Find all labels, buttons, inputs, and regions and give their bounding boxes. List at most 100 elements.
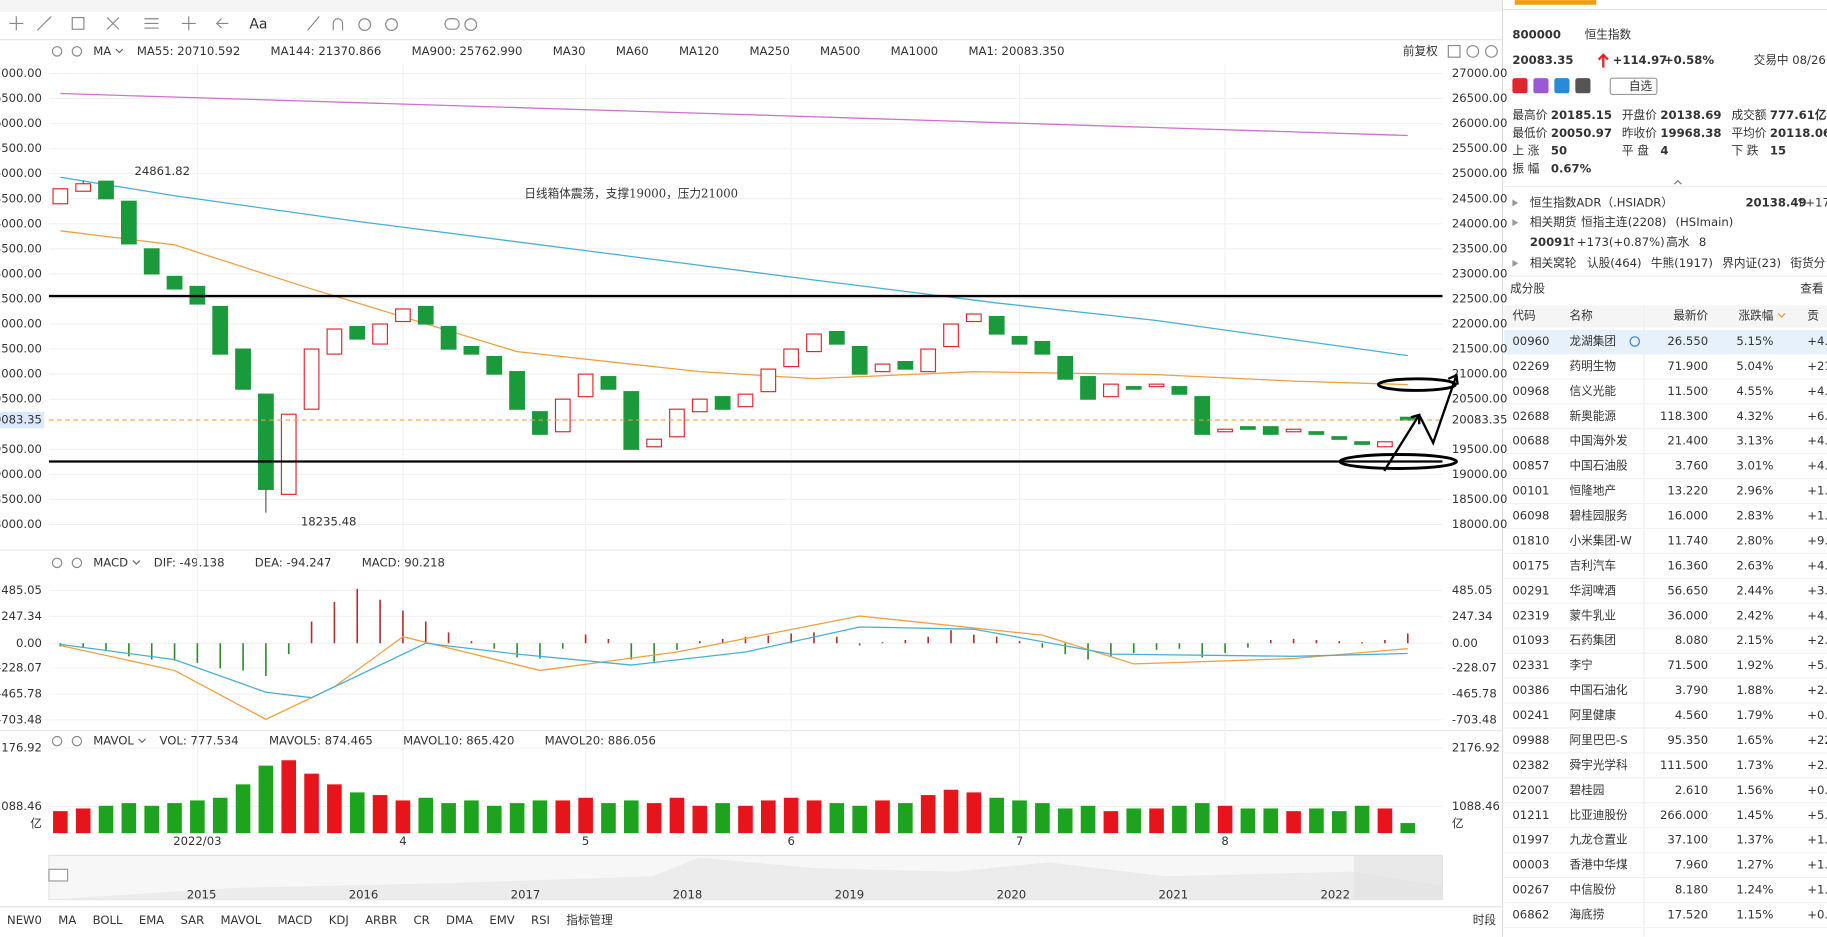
table-header[interactable]: 最新价 bbox=[1673, 308, 1708, 322]
table-cell[interactable]: 2.80% bbox=[1736, 533, 1773, 547]
table-cell[interactable]: 海底捞 bbox=[1569, 907, 1604, 921]
table-header[interactable]: 贡 bbox=[1807, 308, 1819, 322]
table-cell[interactable]: +9.6 bbox=[1807, 533, 1827, 547]
table-cell[interactable]: 3.01% bbox=[1736, 459, 1773, 473]
table-cell[interactable]: 龙湖集团 bbox=[1569, 334, 1616, 348]
indicator-tab[interactable]: KDJ bbox=[329, 913, 349, 927]
table-cell[interactable]: 02382 bbox=[1512, 758, 1549, 772]
table-cell[interactable]: 1.24% bbox=[1736, 883, 1773, 897]
table-cell[interactable]: 2.610 bbox=[1675, 783, 1708, 797]
table-cell[interactable]: 舜宇光学科 bbox=[1569, 758, 1628, 772]
navigator-window[interactable] bbox=[1353, 855, 1443, 900]
table-cell[interactable]: 11.740 bbox=[1667, 533, 1708, 547]
table-cell[interactable]: 111.500 bbox=[1660, 758, 1708, 772]
badge[interactable] bbox=[1512, 78, 1528, 94]
badge[interactable] bbox=[1554, 78, 1570, 94]
table-header[interactable]: 代码 bbox=[1512, 308, 1535, 322]
table-cell[interactable]: 比亚迪股份 bbox=[1569, 808, 1628, 822]
table-cell[interactable]: 00267 bbox=[1512, 883, 1549, 897]
table-cell[interactable]: 1.56% bbox=[1736, 783, 1773, 797]
table-cell[interactable]: 00241 bbox=[1512, 708, 1549, 722]
table-cell[interactable]: +0.6 bbox=[1807, 708, 1827, 722]
table-cell[interactable]: +5.7 bbox=[1807, 808, 1827, 822]
table-cell[interactable]: 1.37% bbox=[1736, 833, 1773, 847]
table-cell[interactable]: +4.4 bbox=[1807, 384, 1827, 398]
indicator-tab[interactable]: DMA bbox=[446, 913, 473, 927]
table-cell[interactable]: 5.04% bbox=[1736, 359, 1773, 373]
table-cell[interactable]: 吉利汽车 bbox=[1569, 558, 1616, 572]
table-cell[interactable]: +21.4 bbox=[1807, 359, 1827, 373]
table-cell[interactable]: 1.79% bbox=[1736, 708, 1773, 722]
table-cell[interactable]: 中国海外发 bbox=[1569, 434, 1628, 448]
table-cell[interactable]: 碧桂园服务 bbox=[1569, 509, 1628, 523]
table-cell[interactable]: 1.73% bbox=[1736, 758, 1773, 772]
table-cell[interactable]: 02331 bbox=[1512, 658, 1549, 672]
indicator-tab[interactable]: EMV bbox=[489, 913, 514, 927]
adr-name[interactable]: 恒生指数ADR（.HSIADR） bbox=[1530, 195, 1673, 209]
table-cell[interactable]: 2.63% bbox=[1736, 558, 1773, 572]
table-cell[interactable]: +1.9 bbox=[1807, 858, 1827, 872]
indicator-tab[interactable]: 指标管理 bbox=[566, 913, 613, 927]
table-cell[interactable]: +4.6 bbox=[1807, 608, 1827, 622]
table-cell[interactable]: 新奥能源 bbox=[1569, 409, 1616, 423]
table-cell[interactable]: 2.44% bbox=[1736, 583, 1773, 597]
table-cell[interactable]: 1.65% bbox=[1736, 733, 1773, 747]
table-cell[interactable]: 01093 bbox=[1512, 633, 1549, 647]
table-cell[interactable]: 37.100 bbox=[1667, 833, 1708, 847]
table-cell[interactable]: +4.1 bbox=[1807, 334, 1827, 348]
table-cell[interactable]: 九龙仓置业 bbox=[1569, 833, 1627, 847]
table-cell[interactable]: 06862 bbox=[1512, 907, 1549, 921]
table-cell[interactable]: 2.96% bbox=[1736, 484, 1773, 498]
table-cell[interactable]: 00688 bbox=[1512, 434, 1549, 448]
table-cell[interactable]: 1.27% bbox=[1736, 858, 1773, 872]
table-cell[interactable]: 02688 bbox=[1512, 409, 1549, 423]
table-cell[interactable]: 中信股份 bbox=[1569, 883, 1616, 897]
indicator-tab[interactable]: EMA bbox=[139, 913, 164, 927]
table-cell[interactable]: 11.500 bbox=[1667, 384, 1708, 398]
indicator-tab[interactable]: MA bbox=[58, 913, 76, 927]
table-cell[interactable]: 3.760 bbox=[1675, 459, 1708, 473]
table-cell[interactable]: 266.000 bbox=[1660, 808, 1708, 822]
table-cell[interactable]: 李宁 bbox=[1569, 658, 1592, 672]
table-cell[interactable]: +4.3 bbox=[1807, 434, 1827, 448]
table-cell[interactable]: 7.960 bbox=[1675, 858, 1708, 872]
table-cell[interactable]: 95.350 bbox=[1667, 733, 1708, 747]
warrant-link[interactable]: 认股(464) bbox=[1587, 256, 1642, 270]
table-cell[interactable]: 00175 bbox=[1512, 558, 1549, 572]
table-cell[interactable]: 00960 bbox=[1512, 334, 1549, 348]
watch-label[interactable]: 自选 bbox=[1629, 79, 1653, 93]
table-cell[interactable]: 4.32% bbox=[1736, 409, 1773, 423]
indicator-tab[interactable]: MAVOL bbox=[221, 913, 262, 927]
table-cell[interactable]: 71.500 bbox=[1667, 658, 1708, 672]
table-cell[interactable]: +6.7 bbox=[1807, 409, 1827, 423]
table-cell[interactable]: 中国石油股 bbox=[1569, 459, 1628, 473]
table-cell[interactable]: 石药集团 bbox=[1569, 633, 1616, 647]
table-cell[interactable]: 02007 bbox=[1512, 783, 1549, 797]
futures-name[interactable]: 恒指主连(2208) bbox=[1581, 215, 1666, 229]
indicator-tab[interactable]: MACD bbox=[278, 913, 313, 927]
warrant-link[interactable]: 街货分 bbox=[1790, 256, 1825, 270]
table-cell[interactable]: +2.2 bbox=[1807, 758, 1827, 772]
table-cell[interactable]: 16.000 bbox=[1667, 509, 1708, 523]
table-cell[interactable]: +1.3 bbox=[1807, 484, 1827, 498]
indicator-tab[interactable]: ARBR bbox=[365, 913, 397, 927]
table-cell[interactable]: +3.8 bbox=[1807, 583, 1827, 597]
table-cell[interactable]: 02319 bbox=[1512, 608, 1549, 622]
table-cell[interactable]: +22.9 bbox=[1807, 733, 1827, 747]
table-cell[interactable]: 13.220 bbox=[1667, 484, 1708, 498]
table-cell[interactable]: 21.400 bbox=[1667, 434, 1708, 448]
table-cell[interactable]: 碧桂园 bbox=[1569, 783, 1604, 797]
table-cell[interactable]: 2.15% bbox=[1736, 633, 1773, 647]
table-cell[interactable]: +4.4 bbox=[1807, 558, 1827, 572]
table-cell[interactable]: 00003 bbox=[1512, 858, 1549, 872]
watch-button[interactable] bbox=[1609, 77, 1658, 96]
table-cell[interactable]: +0.4 bbox=[1807, 907, 1827, 921]
table-cell[interactable]: +2.6 bbox=[1807, 633, 1827, 647]
table-cell[interactable]: +1.4 bbox=[1807, 833, 1827, 847]
table-cell[interactable]: 中国石油化 bbox=[1569, 683, 1628, 697]
table-cell[interactable]: 香港中华煤 bbox=[1569, 858, 1628, 872]
table-cell[interactable]: 1.15% bbox=[1736, 907, 1773, 921]
table-cell[interactable]: 1.88% bbox=[1736, 683, 1773, 697]
table-cell[interactable]: 00291 bbox=[1512, 583, 1549, 597]
table-cell[interactable]: 00386 bbox=[1512, 683, 1549, 697]
